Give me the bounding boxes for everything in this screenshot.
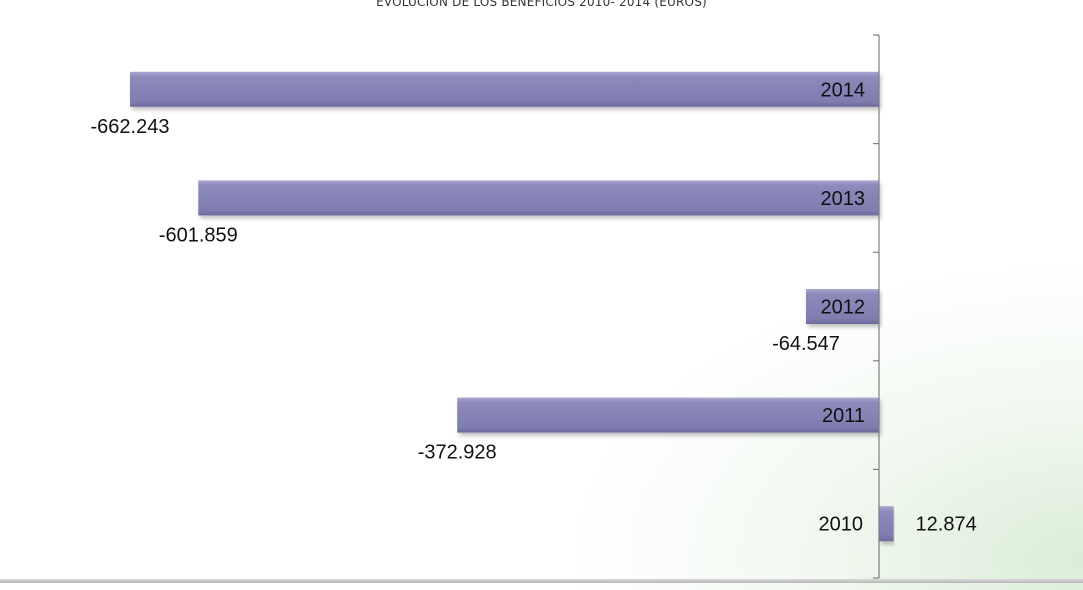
category-label-2010: 2010 [819,514,864,536]
category-label-2013: 2013 [821,188,866,210]
bar-2011 [457,397,879,433]
bar-2013 [198,180,880,216]
chart-title: EVOLUCIÓN DE LOS BENEFICIOS 2010- 2014 (… [376,0,707,9]
value-label-2012: -64.547 [772,333,840,355]
value-label-2014: -662.243 [91,116,170,138]
value-label-2010: 12.874 [916,514,977,536]
bar-2010 [879,506,894,542]
value-label-2011: -372.928 [418,442,497,464]
bar-2012 [805,289,879,324]
bar-2014 [130,71,879,107]
category-label-2012: 2012 [821,297,866,319]
category-label-2014: 2014 [821,79,866,101]
category-label-2011: 2011 [822,405,865,427]
plot-bottom-border [0,579,1083,583]
value-label-2013: -601.859 [159,224,238,246]
